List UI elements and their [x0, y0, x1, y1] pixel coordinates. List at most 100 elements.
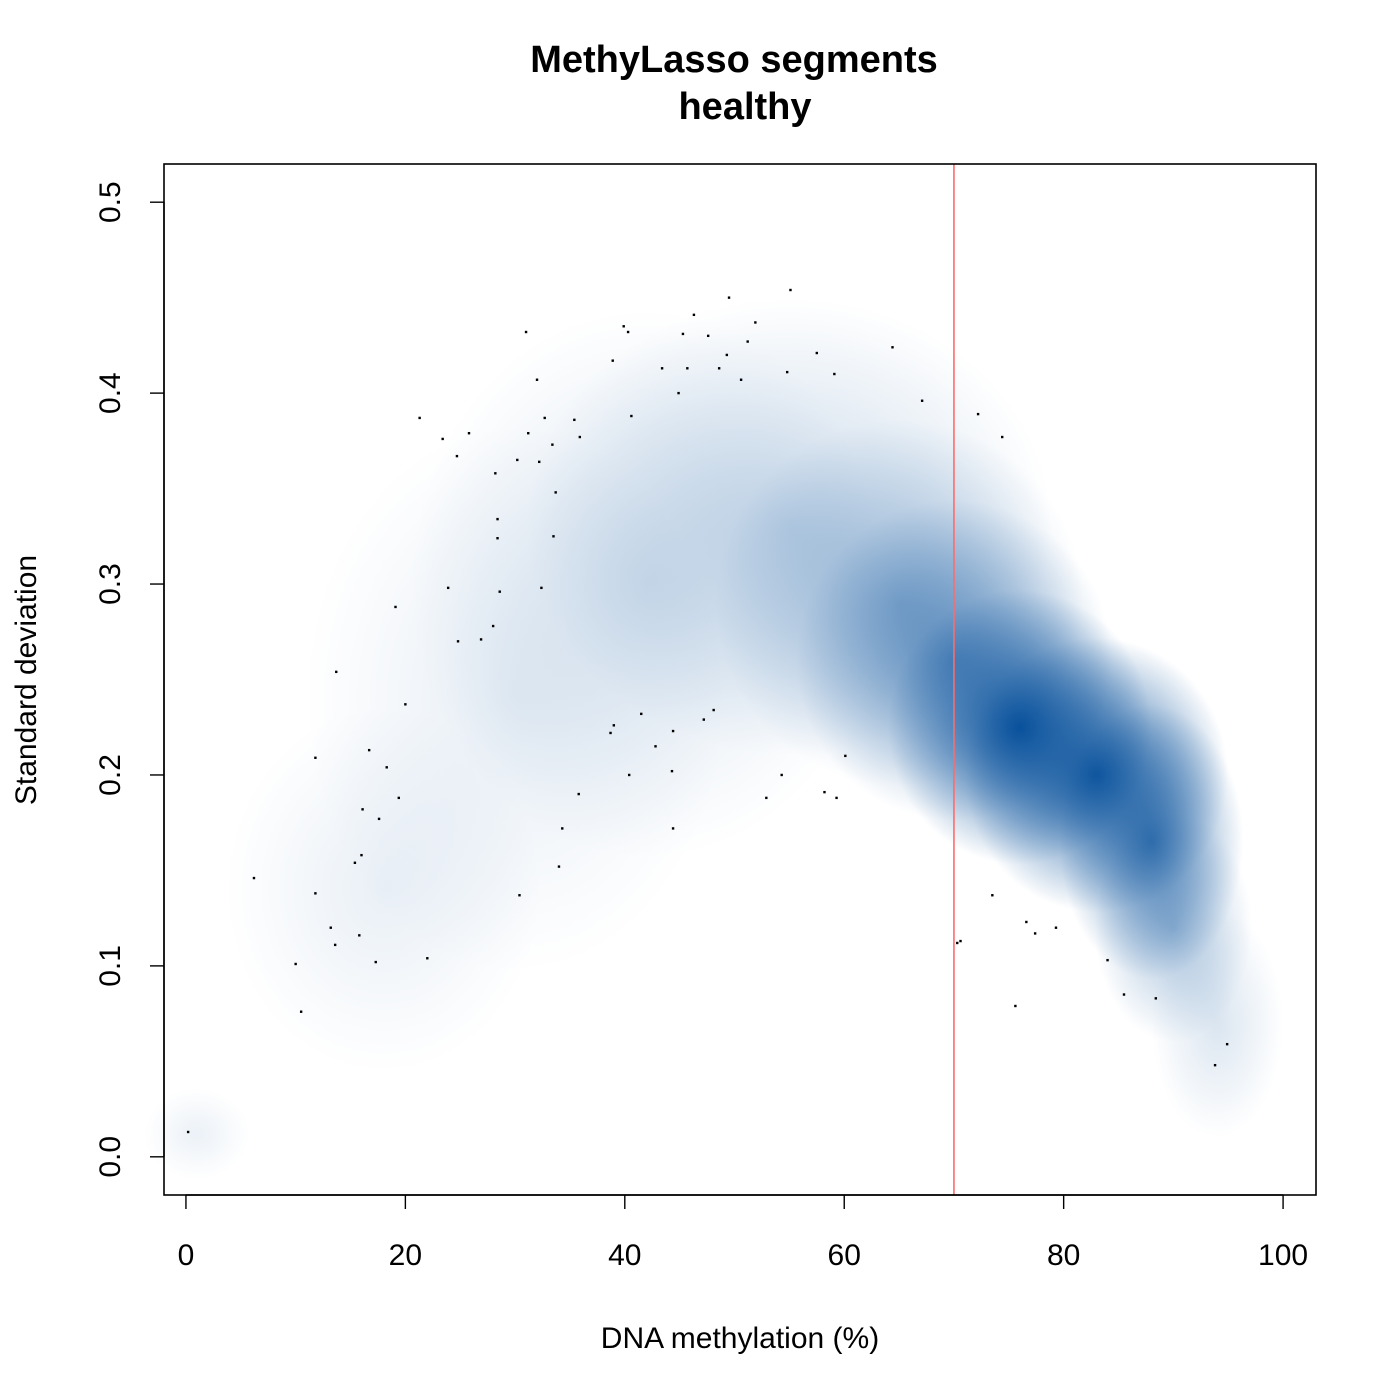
- data-point: [527, 432, 530, 435]
- data-point: [717, 367, 721, 370]
- data-point: [496, 537, 499, 540]
- data-point: [543, 416, 546, 420]
- data-point: [835, 796, 838, 800]
- data-point: [1054, 926, 1058, 929]
- data-point: [627, 773, 631, 777]
- data-point: [681, 332, 685, 336]
- x-tick-label: 40: [608, 1239, 641, 1272]
- data-point: [1213, 1063, 1217, 1067]
- y-tick-label: 0.0: [94, 1136, 127, 1178]
- data-point: [518, 894, 521, 897]
- chart-title: MethyLasso segments: [530, 39, 938, 81]
- data-point: [314, 756, 317, 759]
- data-point: [333, 943, 337, 947]
- data-point: [573, 418, 576, 422]
- data-point: [551, 443, 554, 446]
- data-point: [844, 754, 847, 758]
- data-point: [626, 330, 630, 334]
- data-point: [754, 321, 757, 324]
- data-point: [446, 586, 450, 590]
- data-point: [494, 472, 497, 475]
- data-point: [358, 934, 361, 937]
- data-point: [780, 773, 783, 777]
- data-point: [557, 865, 561, 868]
- data-point: [630, 414, 633, 418]
- data-point: [725, 353, 729, 357]
- x-tick-label: 0: [178, 1239, 195, 1272]
- data-point: [314, 892, 317, 895]
- data-point: [785, 370, 789, 374]
- data-point: [739, 378, 743, 381]
- data-point: [426, 957, 429, 960]
- data-point: [823, 790, 826, 794]
- x-axis-label: DNA methylation (%): [601, 1322, 879, 1355]
- data-point: [815, 351, 818, 355]
- data-point: [765, 796, 768, 800]
- data-point: [329, 926, 332, 929]
- data-point: [660, 367, 664, 370]
- data-point: [1025, 920, 1028, 924]
- data-point: [491, 624, 495, 628]
- data-point: [609, 731, 612, 735]
- y-tick-label: 0.1: [94, 945, 127, 987]
- data-point: [1106, 958, 1109, 962]
- data-point: [959, 939, 962, 943]
- data-point: [404, 703, 407, 706]
- chart-subtitle: healthy: [678, 86, 811, 128]
- data-point: [1154, 997, 1158, 1000]
- y-tick-label: 0.2: [94, 754, 127, 796]
- data-point: [956, 941, 959, 945]
- density-blob: [225, 706, 542, 1073]
- data-point: [299, 1010, 303, 1013]
- data-point: [294, 962, 297, 966]
- data-point: [727, 296, 731, 299]
- y-axis: 0.0 0.1 0.2 0.3 0.4 0.5: [94, 181, 165, 1178]
- data-point: [891, 346, 894, 349]
- data-point: [1122, 993, 1126, 996]
- data-point: [578, 435, 582, 439]
- data-point: [1033, 932, 1037, 935]
- data-point: [833, 372, 836, 376]
- y-tick-label: 0.3: [94, 563, 127, 605]
- data-point: [397, 796, 400, 800]
- data-point: [441, 437, 444, 441]
- data-point: [577, 792, 580, 796]
- data-point: [991, 894, 994, 897]
- data-point: [360, 853, 363, 857]
- data-point: [186, 1130, 190, 1134]
- data-point: [692, 313, 696, 317]
- data-point: [479, 638, 483, 641]
- data-point: [677, 391, 680, 395]
- data-point: [374, 960, 377, 964]
- data-point: [455, 454, 459, 458]
- data-point: [702, 718, 705, 721]
- x-axis: 0 20 40 60 80 100: [178, 1194, 1308, 1272]
- data-point: [524, 330, 528, 334]
- y-tick-label: 0.4: [94, 372, 127, 414]
- x-tick-label: 100: [1258, 1239, 1308, 1272]
- data-point: [385, 766, 388, 769]
- data-point: [789, 288, 792, 292]
- data-point: [367, 748, 371, 752]
- data-point: [706, 334, 710, 338]
- data-point: [712, 708, 715, 712]
- data-point: [654, 745, 657, 748]
- data-point: [920, 399, 924, 402]
- y-tick-label: 0.5: [94, 181, 127, 223]
- data-point: [622, 325, 625, 328]
- data-point: [335, 670, 338, 674]
- x-tick-label: 60: [828, 1239, 861, 1272]
- data-point: [456, 640, 460, 643]
- data-point: [552, 535, 555, 538]
- data-point: [516, 458, 519, 462]
- data-point: [353, 861, 357, 864]
- data-point: [540, 586, 543, 590]
- data-point: [394, 605, 397, 609]
- data-point: [1001, 435, 1004, 439]
- data-point: [538, 460, 541, 464]
- data-point: [640, 712, 643, 716]
- density-blob: [144, 1088, 250, 1180]
- data-point: [361, 808, 364, 811]
- data-point: [611, 359, 614, 362]
